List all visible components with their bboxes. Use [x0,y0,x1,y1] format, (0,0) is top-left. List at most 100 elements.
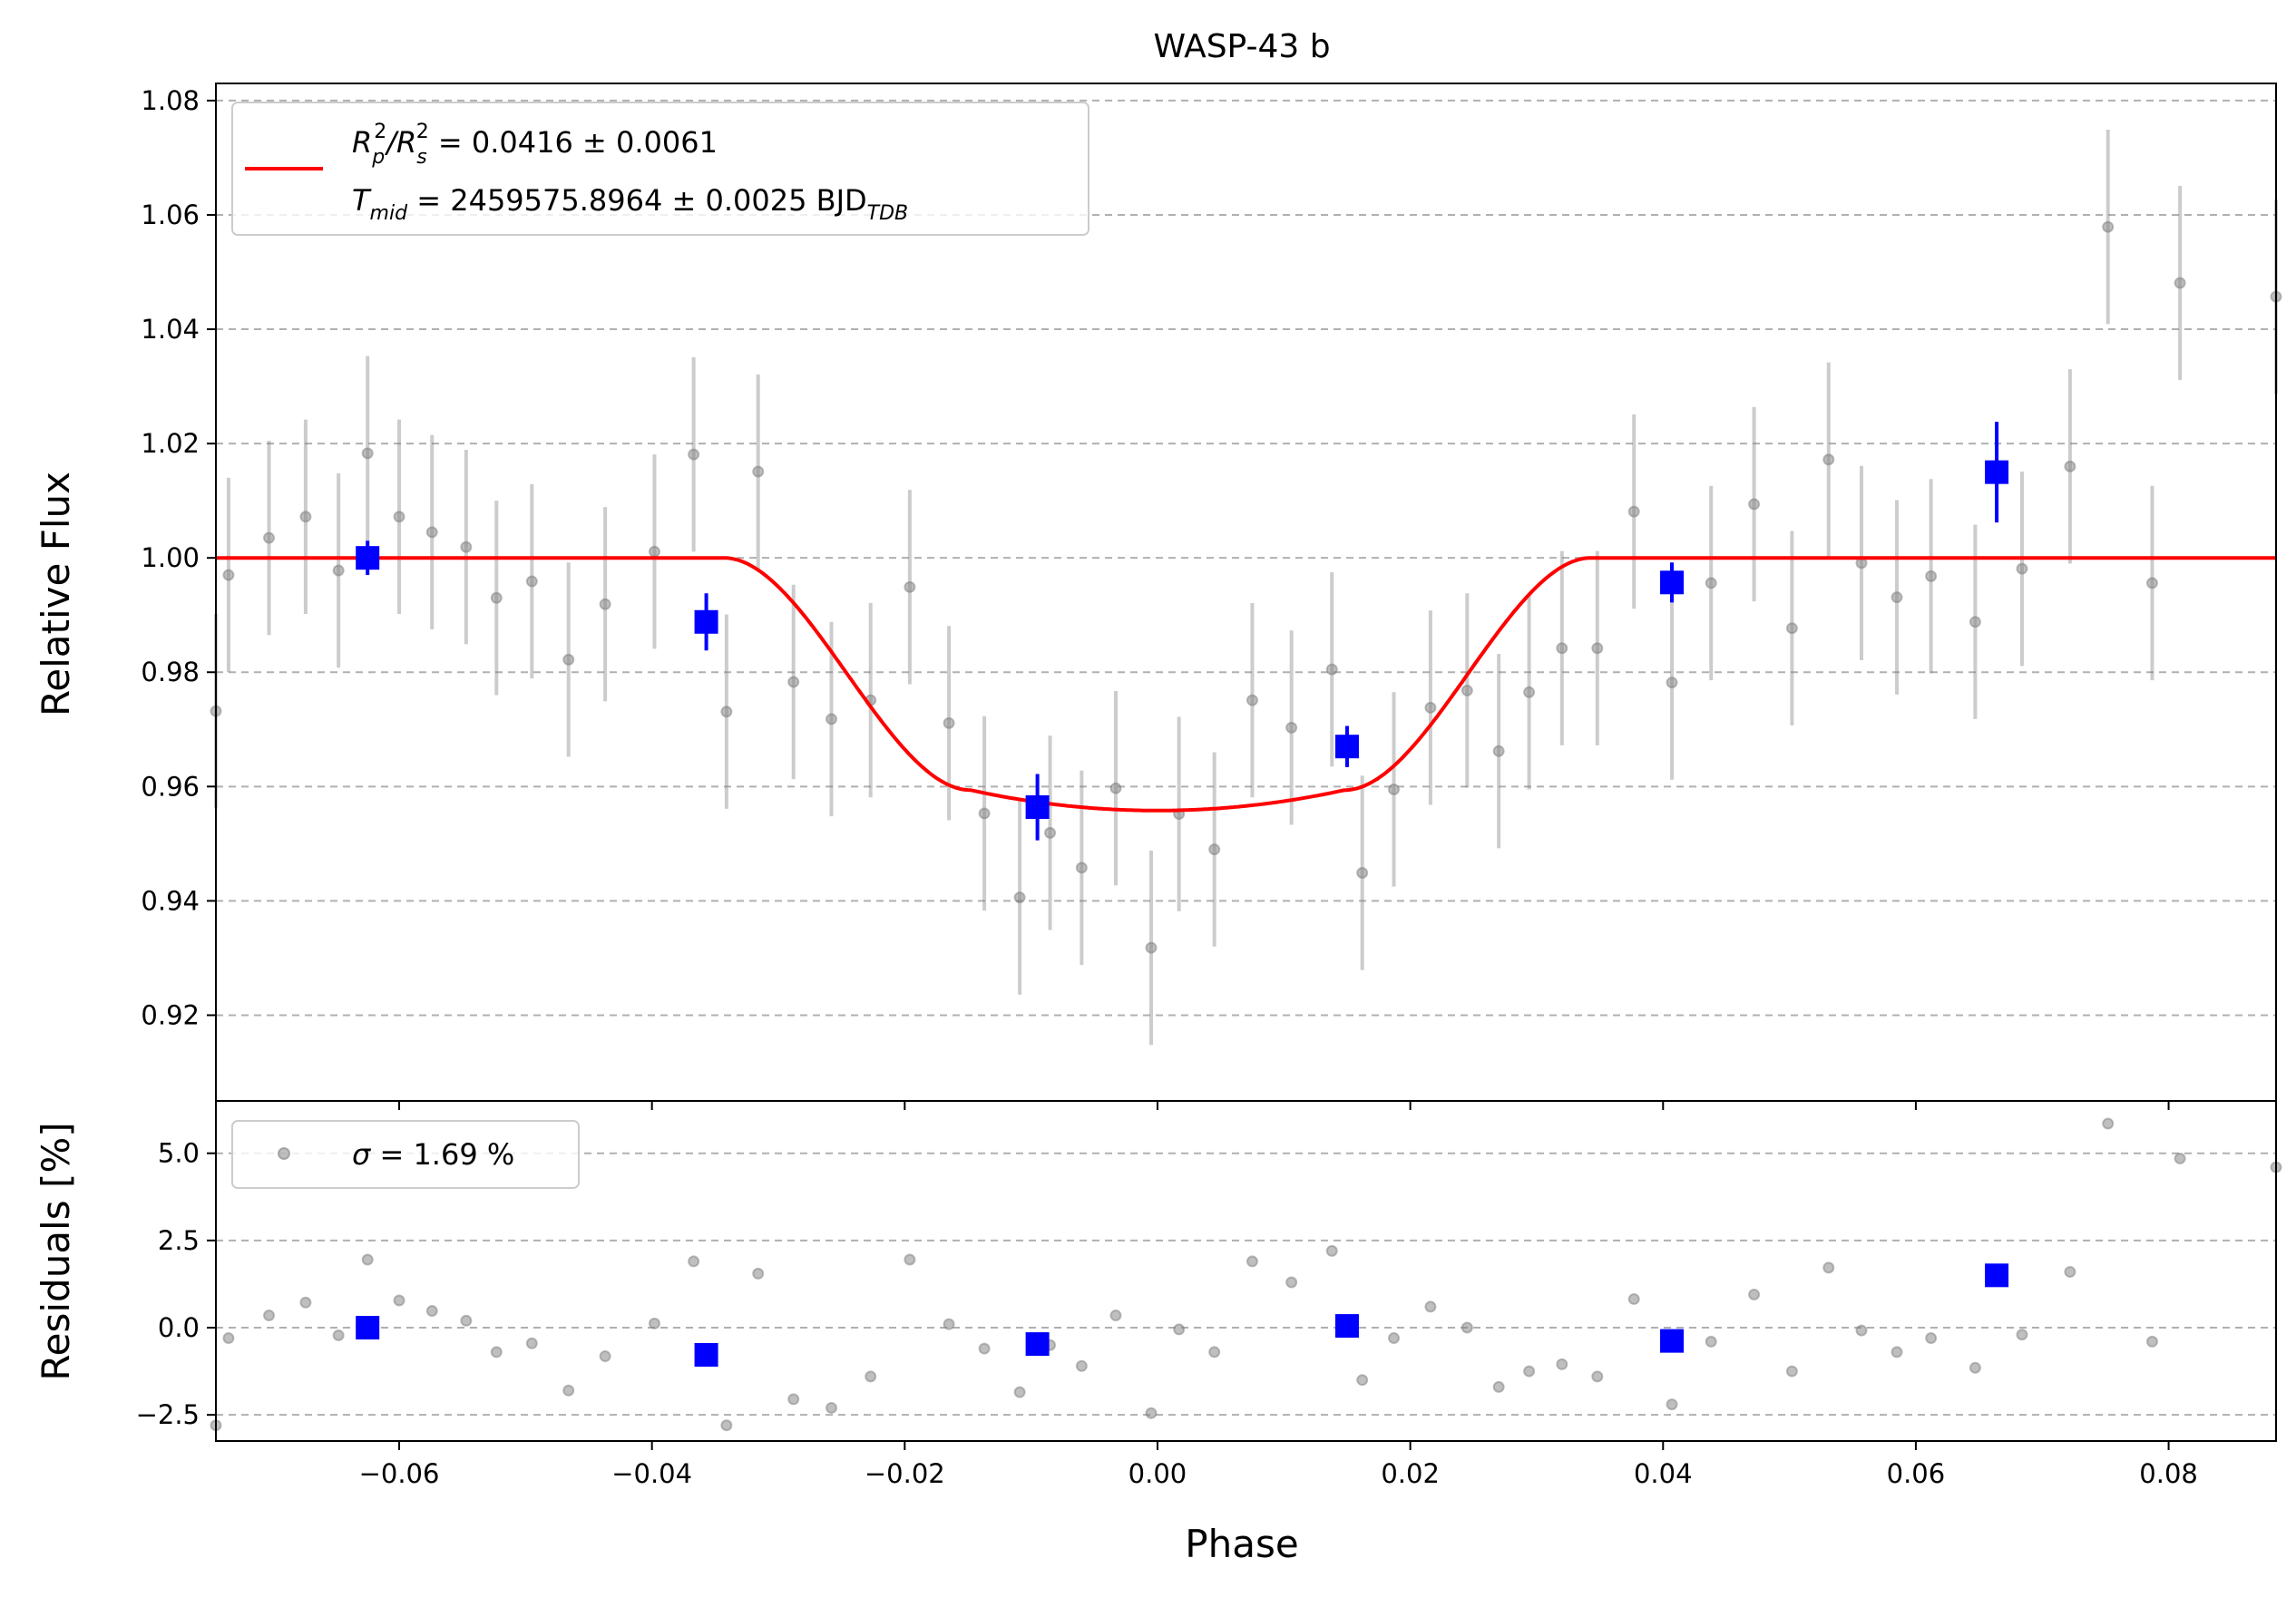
phase-x-tick-label: −0.02 [865,1458,945,1489]
residuals-legend-label: σ = 1.69 % [352,1137,514,1172]
phase-x-tick-label: 0.06 [1887,1458,1946,1489]
flux-raw-point [1424,701,1437,714]
flux-raw-point [525,575,538,588]
residuals-raw-point [648,1317,660,1329]
flux-raw-points [210,130,2282,1046]
residuals-raw-point [1925,1332,1938,1345]
residuals-y-ticks: −2.5 0.0 2.5 5.0 [136,1138,216,1430]
legend-depth-sup-2: 2 [416,121,429,143]
flux-panel: 0.92 0.94 0.96 0.98 1.00 1.02 1.04 1.06 1.08 Rel… [34,83,2282,1110]
flux-y-axis-label: Relative Flux [34,472,78,716]
flux-raw-point [263,531,276,544]
flux-raw-point [1785,622,1798,635]
residuals-raw-point [688,1255,700,1268]
residuals-raw-point [525,1337,538,1349]
flux-y-tick-label: 0.92 [141,999,200,1030]
flux-raw-point [393,511,405,523]
flux-raw-point [2064,460,2076,472]
residuals-raw-point [1523,1365,1536,1378]
residuals-raw-point [332,1329,345,1341]
residuals-raw-point [978,1342,991,1355]
flux-raw-point [460,540,473,553]
flux-raw-point [1705,577,1717,589]
residuals-binned-point [1025,1332,1050,1357]
residuals-raw-point [1891,1346,1903,1358]
flux-legend-box [231,102,1089,236]
phase-x-tick-label: 0.00 [1128,1458,1187,1489]
flux-raw-point [490,591,503,604]
residuals-raw-point [1246,1255,1258,1268]
legend-depth-value: = 0.0416 ± 0.0061 [429,125,718,160]
residuals-binned-point [1985,1263,2009,1288]
residuals-raw-point [1748,1288,1761,1300]
flux-raw-point [826,713,838,725]
legend-depth-sub-p: p [371,146,385,169]
flux-raw-point [562,653,575,666]
flux-binned-point [356,546,380,570]
residuals-raw-point [1627,1292,1640,1305]
phase-x-ticks: −0.06 −0.04 −0.02 0.00 0.02 0.04 0.06 0.08 [359,1441,2198,1489]
residuals-raw-point [2064,1265,2076,1278]
flux-binned-point [1334,735,1359,759]
flux-raw-point [1591,642,1604,655]
residuals-raw-point [1822,1261,1835,1274]
flux-y-tick-label: 1.00 [141,542,200,573]
residuals-legend-value: = 1.69 % [370,1137,514,1172]
residuals-raw-point [2145,1335,2158,1348]
flux-y-tick-label: 1.02 [141,428,200,459]
residuals-binned-points [356,1263,2009,1367]
residuals-raw-point [1075,1359,1088,1372]
flux-raw-point [1075,862,1088,874]
residuals-raw-point [1855,1324,1868,1337]
flux-y-ticks: 0.92 0.94 0.96 0.98 1.00 1.02 1.04 1.06 1.08 [141,85,2170,1110]
flux-raw-point [599,598,611,610]
flux-raw-point [222,569,235,581]
residuals-raw-point [1145,1407,1158,1419]
flux-raw-point [2174,277,2186,289]
flux-raw-point [1748,498,1761,511]
flux-binned-point [1985,460,2009,484]
residuals-legend: σ = 1.69 % [231,1120,580,1189]
flux-raw-point [1461,684,1473,696]
flux-raw-point [1145,941,1158,954]
legend-depth-sup-1: 2 [374,121,386,143]
residuals-raw-point [1285,1276,1298,1289]
flux-y-tick-label: 1.08 [141,85,200,116]
residuals-raw-point [865,1370,877,1383]
flux-raw-point [425,526,438,539]
residuals-y-tick-label: −2.5 [136,1399,200,1430]
residuals-raw-point [1388,1332,1401,1345]
flux-y-tick-label: 1.04 [141,314,200,345]
flux-raw-point [1925,570,1938,582]
chart-title: WASP-43 b [1153,28,1330,65]
legend-tmid-unit-sub: TDB [867,202,908,225]
residuals-binned-point [1334,1314,1359,1339]
flux-raw-point [1325,663,1338,676]
residuals-raw-point [1356,1374,1369,1387]
flux-raw-point [1492,745,1505,757]
flux-binned-point [1660,570,1685,595]
flux-raw-point [787,676,800,688]
flux-y-tick-label: 1.06 [141,200,200,230]
legend-depth-denominator: /R [384,125,416,160]
flux-raw-point [688,448,700,461]
phase-x-tick-label: 0.04 [1634,1458,1693,1489]
residuals-gridlines [216,1152,2276,1417]
residuals-raw-point [361,1253,374,1266]
legend-depth-symbol: R [352,125,372,160]
residuals-panel: −2.5 0.0 2.5 5.0 −0.06 −0.04 −0.02 0.00 0.02 0.0… [34,1100,2282,1566]
residuals-binned-point [694,1343,718,1367]
residuals-raw-point [1424,1300,1437,1313]
residuals-raw-point [1591,1370,1604,1383]
residuals-raw-point [263,1310,276,1322]
flux-raw-point [1556,642,1568,655]
flux-raw-point [752,465,765,478]
flux-raw-point [1523,686,1536,698]
flux-raw-point [2102,220,2115,233]
phase-x-tick-label: −0.04 [611,1458,692,1489]
flux-y-tick-label: 0.98 [141,657,200,687]
flux-raw-point [1666,677,1678,689]
residuals-raw-point [460,1314,473,1327]
flux-raw-point [1109,782,1122,794]
